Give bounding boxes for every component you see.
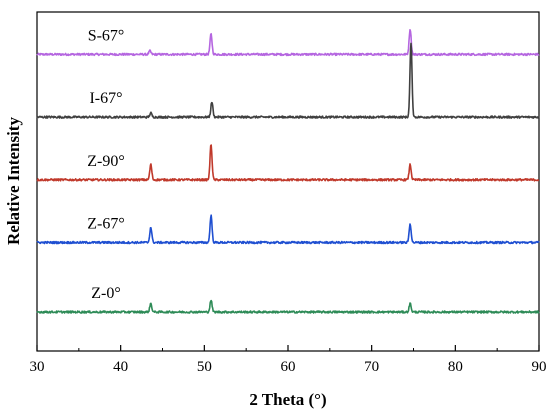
- y-axis-title: Relative Intensity: [4, 117, 23, 245]
- x-tick-label: 80: [448, 359, 463, 375]
- x-tick-label: 70: [364, 359, 379, 375]
- series-line: [36, 299, 540, 314]
- x-tick-label: 90: [532, 359, 547, 375]
- x-tick-label: 30: [30, 359, 45, 375]
- x-tick-label: 60: [281, 359, 296, 375]
- series-group: [36, 28, 540, 314]
- series-line: [36, 214, 540, 245]
- x-tick-label: 50: [197, 359, 212, 375]
- series-label: Z-67°: [87, 216, 125, 233]
- series-line: [36, 28, 540, 57]
- series-line: [36, 42, 540, 119]
- x-axis-ticks: 30 40 50 60 70 80 90: [30, 345, 547, 375]
- series-label: I-67°: [89, 90, 122, 107]
- series-line: [36, 144, 540, 182]
- series-label: S-67°: [88, 27, 125, 44]
- x-axis-title: 2 Theta (°): [249, 390, 326, 409]
- x-tick-label: 40: [113, 359, 128, 375]
- series-labels: S-67° I-67° Z-90° Z-67° Z-0°: [87, 27, 125, 302]
- series-label: Z-90°: [87, 153, 125, 170]
- series-label: Z-0°: [91, 285, 121, 302]
